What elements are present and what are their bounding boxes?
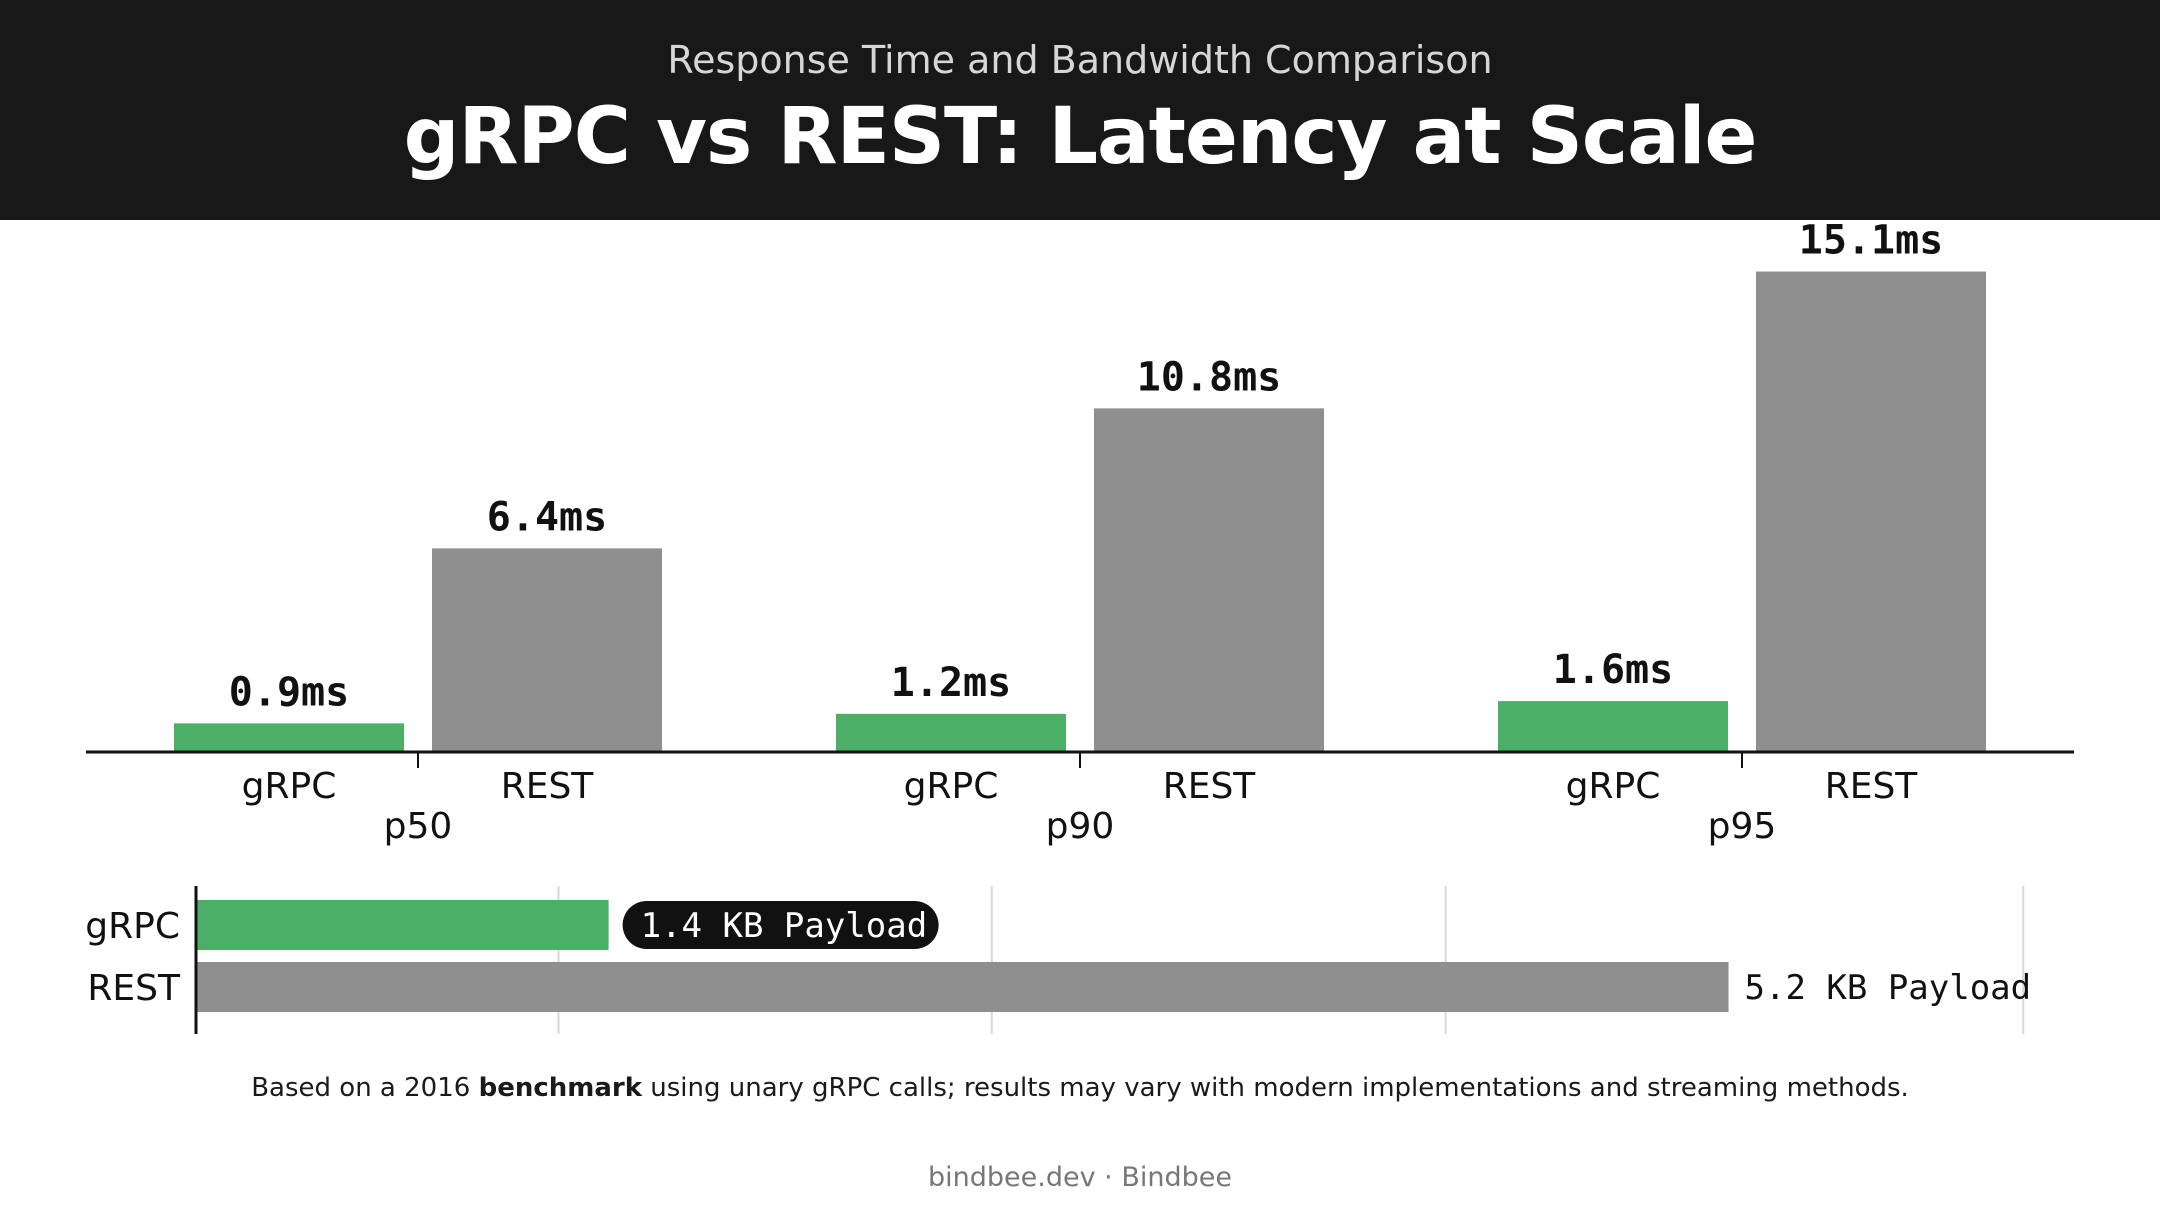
bar-rest-p50 xyxy=(432,548,662,752)
data-label-grpc-p95: 1.6ms xyxy=(1553,647,1673,693)
bar-grpc-p95 xyxy=(1498,701,1728,752)
category-label-p95: p95 xyxy=(1708,806,1777,847)
category-label-p90: p90 xyxy=(1046,806,1115,847)
payload-bar-rest xyxy=(196,962,1729,1012)
tick-label-grpc-p95: gRPC xyxy=(1566,766,1661,807)
footnote: Based on a 2016 benchmark using unary gR… xyxy=(0,1073,2160,1103)
category-label-p50: p50 xyxy=(384,806,453,847)
data-label-grpc-p90: 1.2ms xyxy=(891,660,1011,706)
data-label-grpc-p50: 0.9ms xyxy=(229,669,349,715)
bar-rest-p90 xyxy=(1094,408,1324,752)
data-label-rest-p90: 10.8ms xyxy=(1137,354,1282,400)
payload-label-grpc: 1.4 KB Payload xyxy=(641,906,928,946)
chart-title: gRPC vs REST: Latency at Scale xyxy=(403,92,1758,182)
payload-badge xyxy=(622,901,939,949)
bar-grpc-p90 xyxy=(836,713,1066,752)
header-bar: Response Time and Bandwidth Comparison g… xyxy=(0,0,2160,220)
footnote-bold: benchmark xyxy=(478,1073,643,1103)
payload-bar-grpc xyxy=(196,900,609,950)
credit-line: bindbee.dev · Bindbee xyxy=(928,1162,1232,1193)
tick-label-rest-p95: REST xyxy=(1825,766,1919,807)
payload-category-grpc: gRPC xyxy=(85,906,180,947)
footnote-post: using unary gRPC calls; results may vary… xyxy=(642,1073,1909,1103)
tick-label-rest-p50: REST xyxy=(501,766,595,807)
data-label-rest-p50: 6.4ms xyxy=(487,494,607,540)
payload-label-rest: 5.2 KB Payload xyxy=(1745,968,2032,1008)
data-label-rest-p95: 15.1ms xyxy=(1799,218,1944,264)
bar-grpc-p50 xyxy=(174,723,404,752)
tick-label-grpc-p90: gRPC xyxy=(904,766,999,807)
tick-label-rest-p90: REST xyxy=(1163,766,1257,807)
footnote-pre: Based on a 2016 xyxy=(251,1073,479,1103)
bar-rest-p95 xyxy=(1756,271,1986,752)
chart-subtitle: Response Time and Bandwidth Comparison xyxy=(667,38,1493,82)
tick-label-grpc-p50: gRPC xyxy=(242,766,337,807)
payload-category-rest: REST xyxy=(87,968,181,1009)
